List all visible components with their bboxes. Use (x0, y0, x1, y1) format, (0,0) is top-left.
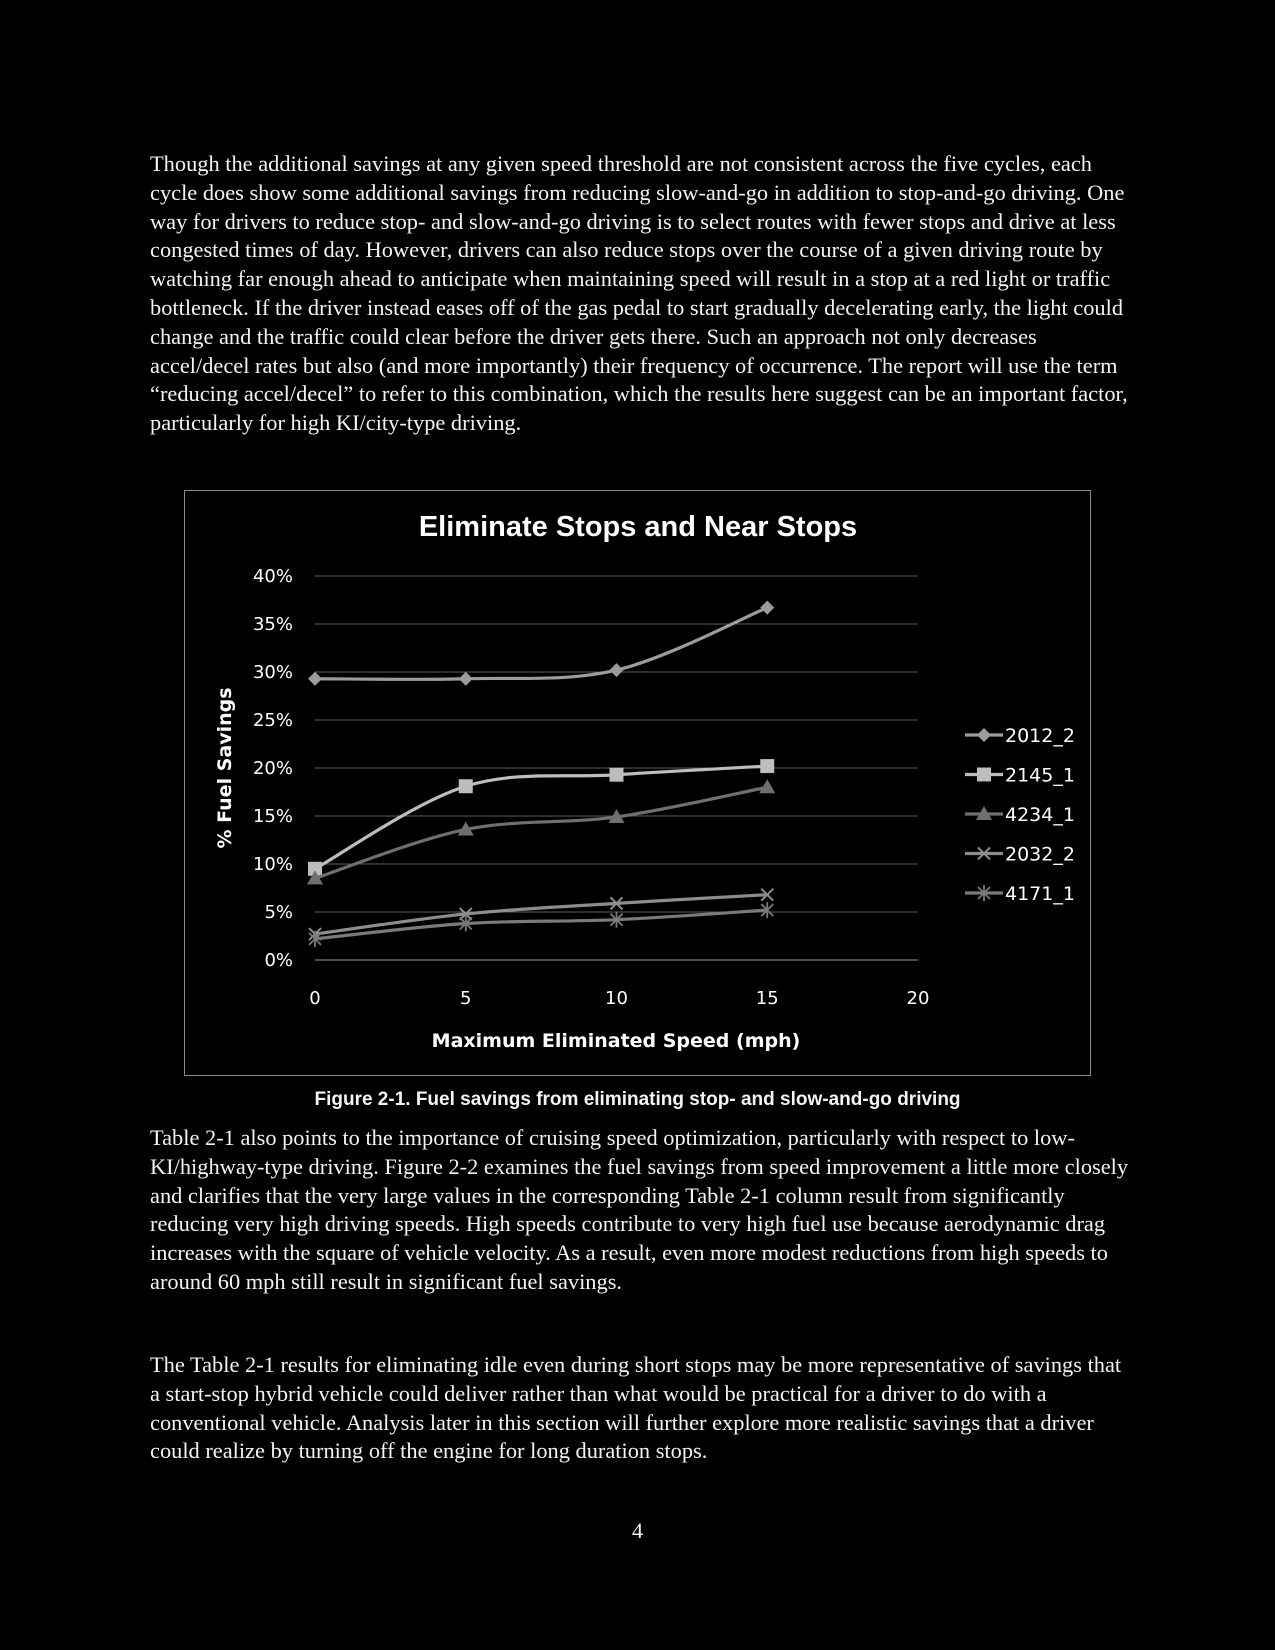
series-line-2012_2 (314, 606, 768, 681)
data-point-4171_1 (308, 930, 322, 947)
data-point-2145_1 (308, 861, 322, 876)
data-point-2032_2 (459, 907, 473, 921)
legend-marker-4234_1 (976, 806, 992, 820)
data-point-4234_1 (759, 779, 776, 794)
data-point-4234_1 (457, 821, 474, 836)
series-line-2032_2 (314, 893, 768, 936)
data-point-2012_2 (458, 671, 473, 686)
data-point-4171_1 (459, 915, 473, 932)
legend-marker-4171_1 (977, 885, 991, 901)
data-point-4234_1 (608, 808, 625, 823)
chart-figure: Eliminate Stops and Near Stops 0% 5% 10% 15%… (184, 490, 1091, 1076)
legend-marker-2032_2 (977, 846, 991, 861)
data-point-4171_1 (609, 911, 624, 928)
line-chart: Eliminate Stops and Near Stops 0% 5% 10% 15%… (214, 511, 1075, 1052)
y-tick-label: 10% (253, 854, 293, 875)
series-line-4234_1 (314, 785, 768, 880)
series-line-2145_1 (314, 764, 768, 871)
paragraph-idle: The Table 2-1 results for eliminating id… (150, 1352, 1122, 1464)
y-tick-label: 0% (264, 950, 293, 971)
legend-label: 2032_2 (1005, 844, 1075, 866)
figure-caption: Figure 2-1. Fuel savings from eliminatin… (314, 1089, 961, 1110)
y-tick-label: 35% (253, 614, 293, 635)
data-point-2012_2 (760, 600, 775, 615)
data-point-2032_2 (760, 888, 774, 902)
data-point-2145_1 (760, 759, 775, 774)
paragraph-intro: Though the additional savings at any giv… (150, 151, 1128, 436)
y-tick-label: 40% (253, 566, 293, 587)
y-tick-label: 20% (253, 758, 293, 779)
y-tick-label: 30% (253, 662, 293, 683)
x-tick-label: 20 (907, 988, 930, 1009)
data-point-2012_2 (609, 663, 624, 678)
paragraph-cruising-speed: Table 2-1 also points to the importance … (150, 1125, 1129, 1294)
x-tick-label: 0 (309, 988, 320, 1009)
legend-label: 4171_1 (1005, 883, 1075, 905)
data-point-2145_1 (458, 779, 473, 794)
y-tick-label: 25% (253, 710, 293, 731)
y-axis-title: % Fuel Savings (214, 687, 236, 848)
chart-title: Eliminate Stops and Near Stops (419, 511, 857, 543)
data-point-2032_2 (609, 896, 624, 911)
legend-label: 2012_2 (1005, 725, 1075, 747)
x-axis-title: Maximum Eliminated Speed (mph) (432, 1030, 801, 1052)
y-tick-label: 5% (264, 902, 293, 923)
y-tick-label: 15% (253, 806, 293, 827)
data-point-4171_1 (760, 902, 774, 919)
x-tick-label: 15 (756, 988, 779, 1009)
data-point-4234_1 (307, 870, 323, 885)
x-tick-label: 5 (460, 988, 471, 1009)
data-point-2012_2 (308, 671, 322, 686)
legend-label: 2145_1 (1005, 765, 1075, 787)
x-tick-label: 10 (605, 988, 628, 1009)
legend-marker-2012_2 (977, 728, 991, 742)
series-line-4171_1 (314, 908, 768, 941)
data-point-2145_1 (609, 767, 624, 782)
legend-marker-2145_1 (977, 767, 991, 782)
page-number: 4 (632, 1518, 643, 1543)
legend-label: 4234_1 (1005, 804, 1075, 826)
